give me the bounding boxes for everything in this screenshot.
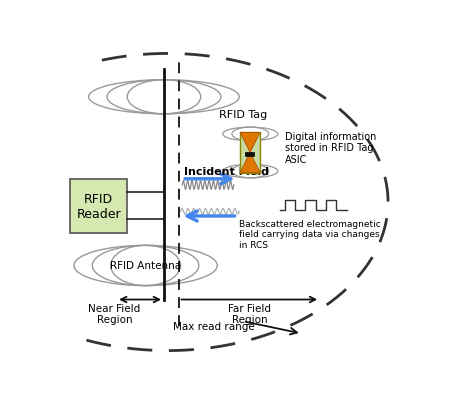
Bar <box>240 133 260 173</box>
Polygon shape <box>240 133 260 153</box>
Text: Near Field
Region: Near Field Region <box>88 303 140 324</box>
Text: Backscattered electromagnetic
field carrying data via changes
in RCS: Backscattered electromagnetic field carr… <box>239 219 381 249</box>
FancyBboxPatch shape <box>70 179 127 233</box>
Polygon shape <box>240 153 260 173</box>
Text: RFID
Reader: RFID Reader <box>76 192 121 220</box>
Text: RFID Tag: RFID Tag <box>219 109 267 119</box>
Text: Incident Field: Incident Field <box>184 167 269 177</box>
Text: Max read range: Max read range <box>173 321 255 331</box>
Bar <box>246 152 254 157</box>
Text: Digital information
stored in RFID Tag
ASIC: Digital information stored in RFID Tag A… <box>285 132 376 164</box>
Text: RFID Antenna: RFID Antenna <box>110 261 181 271</box>
Text: Far Field
Region: Far Field Region <box>228 303 271 324</box>
